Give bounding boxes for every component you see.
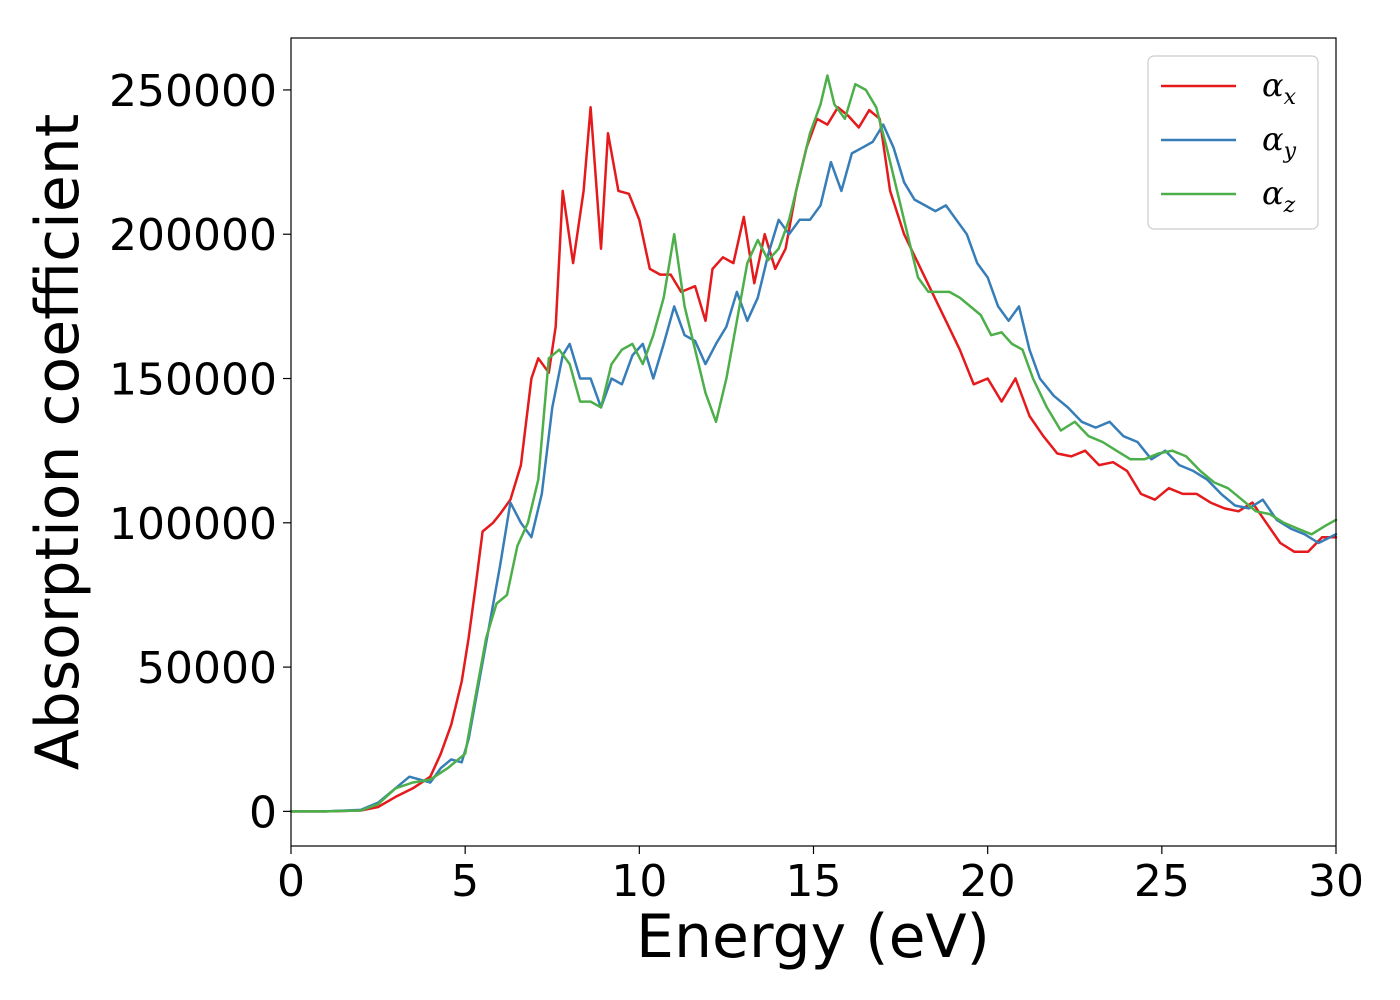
x-tick-label: 15	[786, 856, 842, 907]
legend-label-main: α	[1262, 174, 1284, 212]
legend-label-x: αx	[1262, 66, 1297, 110]
legend-label-main: α	[1262, 66, 1284, 104]
x-tick-label: 20	[960, 856, 1016, 907]
x-tick-label: 0	[277, 856, 305, 907]
legend-label-sub: z	[1283, 193, 1296, 218]
legend-label-main: α	[1262, 120, 1284, 158]
y-tick-label: 250000	[109, 66, 277, 117]
x-axis-ticks: 0 5 10 15 20 25 30	[277, 846, 1364, 907]
y-tick-label: 150000	[109, 355, 277, 406]
x-tick-label: 30	[1308, 856, 1364, 907]
x-tick-label: 5	[451, 856, 479, 907]
legend-label-sub: x	[1284, 85, 1297, 110]
legend-box	[1147, 55, 1319, 230]
y-tick-label: 100000	[109, 499, 277, 550]
legend-label-z: αz	[1262, 174, 1296, 218]
series-line-z	[289, 74, 1338, 813]
y-tick-label: 50000	[137, 643, 277, 694]
x-axis-label: Energy (eV)	[636, 902, 990, 972]
y-tick-label: 0	[249, 787, 277, 838]
x-tick-label: 25	[1134, 856, 1190, 907]
x-tick-label: 10	[611, 856, 667, 907]
y-tick-label: 200000	[109, 210, 277, 261]
legend-label-y: αy	[1262, 120, 1297, 164]
y-axis-ticks: 0 50000 100000 150000 200000 250000	[109, 66, 291, 838]
series-line-x	[289, 106, 1338, 813]
series-line-y	[289, 123, 1338, 813]
legend-label-sub: y	[1283, 139, 1297, 164]
y-axis-label: Absorption coefficient	[23, 114, 93, 771]
series-lines	[289, 74, 1338, 813]
